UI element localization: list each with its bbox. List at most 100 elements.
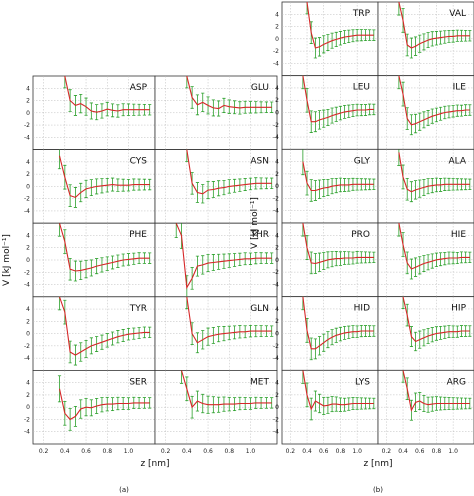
- y-tick-label: 2: [26, 171, 30, 178]
- subplot-data: [301, 370, 376, 421]
- subplot-data: [57, 223, 152, 282]
- residue-label: LEU: [353, 83, 370, 93]
- y-tick-label: -4: [273, 429, 279, 436]
- x-axis-label: z [nm]: [140, 459, 169, 469]
- subplot-glu: [154, 75, 278, 150]
- y-tick-label: -2: [273, 343, 279, 350]
- y-tick-label: 2: [275, 392, 279, 399]
- x-tick-label: 0.4: [182, 448, 192, 455]
- potential-curve: [186, 76, 272, 110]
- y-tick-label: 4: [26, 232, 30, 239]
- subplot-pro: [281, 222, 379, 298]
- residue-label: ILE: [453, 83, 467, 93]
- subplot-data: [305, 2, 376, 59]
- subplot-asn: [154, 149, 278, 224]
- y-tick-label: 2: [26, 245, 30, 252]
- y-tick-label: 4: [275, 380, 279, 387]
- residue-label: HIE: [451, 230, 466, 240]
- x-tick-label: 0.8: [432, 448, 442, 455]
- potential-curve: [180, 370, 272, 409]
- x-tick-label: 0.6: [415, 448, 425, 455]
- residue-label: VAL: [449, 9, 466, 19]
- subplot-data: [401, 370, 472, 421]
- potential-curve: [58, 388, 150, 421]
- residue-label: GLY: [354, 156, 371, 166]
- subplot-lys: [281, 369, 379, 445]
- subplot-data: [174, 223, 274, 297]
- y-tick-label: 0: [275, 404, 279, 411]
- potential-curve: [398, 2, 470, 49]
- y-tick-label: 4: [26, 159, 30, 166]
- residue-label: SER: [129, 377, 147, 387]
- y-tick-label: -2: [24, 122, 30, 129]
- subplot-data: [185, 149, 274, 204]
- x-tick-label: 0.4: [302, 448, 312, 455]
- y-tick-label: 2: [26, 392, 30, 399]
- residue-label: ASP: [130, 83, 148, 93]
- y-tick-label: 4: [26, 380, 30, 387]
- y-tick-label: 2: [275, 97, 279, 104]
- residue-label: LYS: [355, 377, 370, 387]
- y-tick-label: -2: [273, 122, 279, 129]
- y-tick-label: 0: [275, 331, 279, 338]
- residue-label: HIP: [451, 304, 466, 314]
- y-tick-label: 0: [275, 183, 279, 190]
- subplot-data: [401, 296, 472, 352]
- panel-label: (a): [119, 486, 129, 494]
- subplot-phe: [32, 222, 156, 298]
- residue-label: ARG: [447, 377, 466, 387]
- potential-curve: [64, 76, 150, 113]
- subplot-data: [185, 76, 274, 117]
- potential-curve: [306, 2, 374, 49]
- x-tick-label: 1.0: [352, 448, 362, 455]
- residue-label: CYS: [130, 157, 148, 167]
- y-axis-label: V [kJ mol⁻¹]: [250, 197, 260, 249]
- subplot-data: [397, 149, 472, 203]
- potential-curve: [398, 152, 470, 193]
- residue-label: TRP: [352, 9, 371, 19]
- potential-curve: [402, 370, 470, 412]
- subplot-hid: [281, 296, 379, 371]
- subplot-data: [301, 149, 376, 202]
- subplot-data: [397, 223, 472, 280]
- subplot-ser: [32, 369, 156, 445]
- y-tick-label: -2: [24, 196, 30, 203]
- subplot-data: [397, 2, 472, 59]
- subplot-data: [301, 223, 376, 275]
- y-tick-label: -4: [24, 208, 30, 215]
- subplot-hip: [377, 296, 474, 371]
- x-tick-label: 0.6: [203, 448, 213, 455]
- subplot-gln: [154, 296, 278, 371]
- x-tick-label: 0.2: [286, 448, 296, 455]
- y-tick-label: 4: [275, 159, 279, 166]
- y-tick-label: -4: [273, 60, 279, 67]
- subplot-data: [57, 149, 152, 208]
- potential-curve: [302, 161, 374, 192]
- y-tick-label: 4: [26, 306, 30, 313]
- residue-label: ALA: [448, 156, 466, 166]
- y-tick-label: 2: [275, 318, 279, 325]
- y-tick-label: -4: [24, 429, 30, 436]
- potential-curve: [302, 370, 374, 411]
- y-tick-label: -4: [273, 281, 279, 288]
- subplot-data: [57, 296, 152, 366]
- subplot-gly: [281, 148, 379, 224]
- y-tick-label: 4: [275, 85, 279, 92]
- subplot-data: [57, 375, 152, 431]
- potential-curve: [186, 296, 272, 344]
- potential-curve: [58, 223, 150, 272]
- x-tick-label: 1.0: [124, 448, 134, 455]
- y-tick-label: 2: [275, 171, 279, 178]
- subplot-data: [397, 75, 472, 136]
- y-tick-label: -4: [24, 134, 30, 141]
- residue-label: TYR: [129, 304, 147, 314]
- subplot-data: [179, 370, 274, 419]
- subplot-data: [185, 296, 274, 354]
- subplot-tyr: [32, 296, 156, 371]
- residue-label: ASN: [250, 157, 269, 167]
- x-tick-label: 0.6: [81, 448, 91, 455]
- y-tick-label: 0: [275, 257, 279, 264]
- y-tick-label: 2: [275, 24, 279, 31]
- y-tick-label: 2: [26, 98, 30, 105]
- potential-curve: [398, 223, 470, 270]
